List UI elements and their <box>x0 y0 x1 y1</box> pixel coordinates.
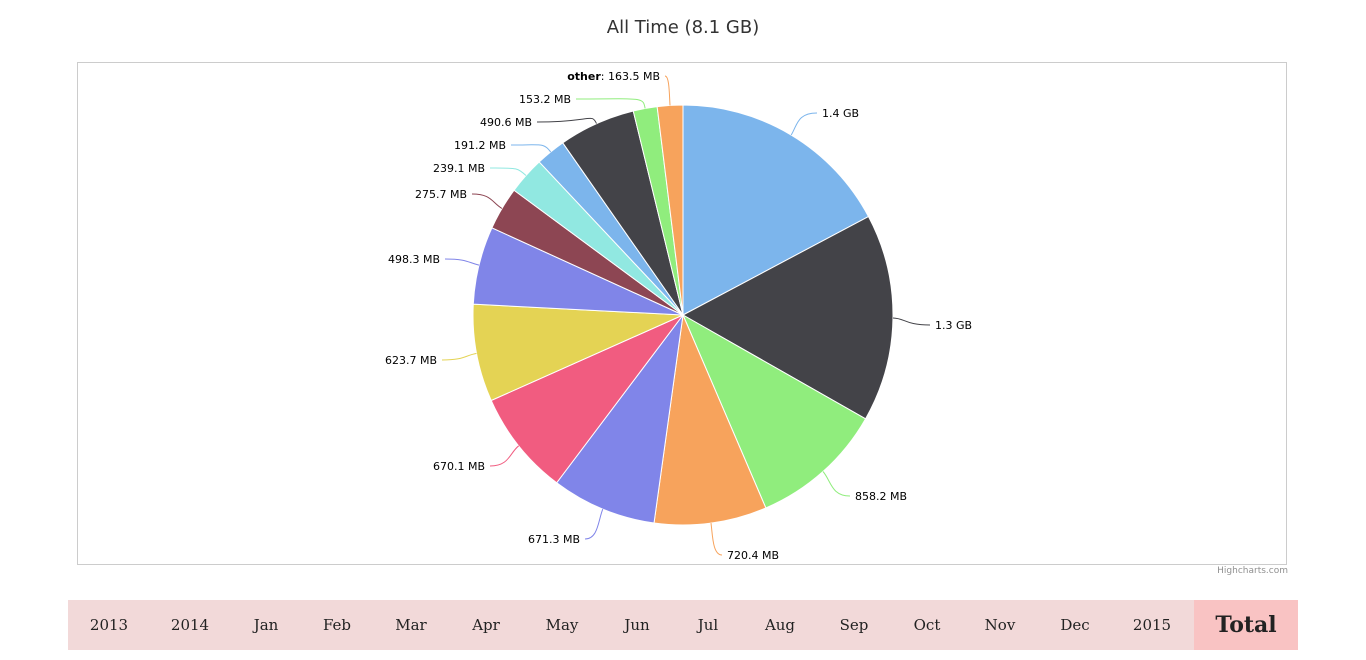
label-connector <box>510 144 552 153</box>
data-label: 498.3 MB <box>388 253 440 266</box>
data-label: other: 163.5 MB <box>567 70 660 83</box>
data-label-name: other <box>567 70 601 83</box>
tab-jul[interactable]: Jul <box>697 616 719 634</box>
data-label: 623.7 MB <box>385 354 437 367</box>
data-label: 153.2 MB <box>519 93 571 106</box>
tab-total[interactable]: Total <box>1194 600 1298 650</box>
data-label: 858.2 MB <box>855 490 907 503</box>
data-label: 275.7 MB <box>415 188 467 201</box>
label-connector <box>575 98 646 109</box>
data-label: 1.3 GB <box>935 319 972 332</box>
tab-aug[interactable]: Aug <box>764 616 796 634</box>
data-label: 239.1 MB <box>433 162 485 175</box>
tab-2015[interactable]: 2015 <box>1132 616 1172 634</box>
pie-slice[interactable] <box>555 313 684 524</box>
pie-slice[interactable] <box>472 303 684 402</box>
tab-2014[interactable]: 2014 <box>170 616 210 634</box>
data-labels: 1.4 GB 1.3 GB 858.2 MB 720.4 MB 671.3 MB 670.… <box>385 70 972 562</box>
period-tab-bar: 2013 2014 Jan Feb Mar Apr May Jun Jul Aug Sep Oct No… <box>68 600 1298 650</box>
label-connector <box>822 471 851 497</box>
pie-slices <box>472 104 894 526</box>
label-connector <box>892 317 931 326</box>
label-connector <box>584 508 604 540</box>
label-connectors <box>441 75 931 556</box>
tab-may[interactable]: May <box>545 616 579 634</box>
chart-title: All Time (8.1 GB) <box>606 17 760 38</box>
tab-nov[interactable]: Nov <box>984 616 1016 634</box>
label-connector <box>536 117 597 124</box>
label-connector <box>664 75 671 106</box>
data-label: 671.3 MB <box>528 533 580 546</box>
plot-area-frame <box>77 62 1287 565</box>
data-label: 191.2 MB <box>454 139 506 152</box>
label-connector <box>471 193 503 209</box>
pie-slice[interactable] <box>682 104 870 316</box>
pie-slice[interactable] <box>656 104 684 316</box>
label-connector <box>489 167 527 176</box>
tab-mar[interactable]: Mar <box>395 616 427 634</box>
data-label: 670.1 MB <box>433 460 485 473</box>
credits-link[interactable]: Highcharts.com <box>1217 566 1288 576</box>
tab-apr[interactable]: Apr <box>472 616 500 634</box>
tab-feb[interactable]: Feb <box>322 616 352 634</box>
tab-dec[interactable]: Dec <box>1060 616 1090 634</box>
tab-2013[interactable]: 2013 <box>89 616 129 634</box>
data-label: 1.4 GB <box>822 107 859 120</box>
tab-sep[interactable]: Sep <box>839 616 869 634</box>
pie-chart: 1.4 GB 1.3 GB 858.2 MB 720.4 MB 671.3 MB 670.… <box>385 70 972 562</box>
tab-jun[interactable]: Jun <box>624 616 650 634</box>
data-label: 490.6 MB <box>480 116 532 129</box>
label-connector <box>441 352 477 361</box>
label-connector <box>489 445 520 467</box>
label-connector <box>710 523 723 556</box>
pie-slice[interactable] <box>490 313 685 484</box>
label-connector <box>790 112 818 136</box>
data-label-value: : 163.5 MB <box>601 70 660 83</box>
label-connector <box>444 258 480 266</box>
tab-jan[interactable]: Jan <box>253 616 279 634</box>
data-label: 720.4 MB <box>727 549 779 562</box>
tab-oct[interactable]: Oct <box>913 616 941 634</box>
pie-slice[interactable] <box>681 215 894 420</box>
